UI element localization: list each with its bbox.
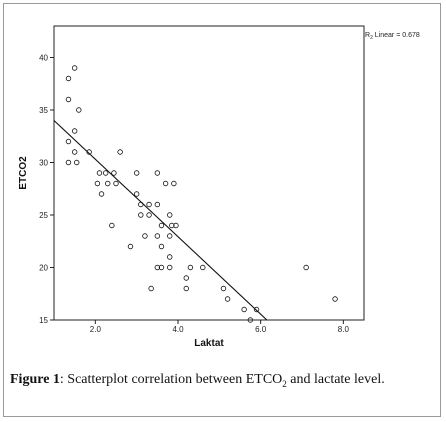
data-point	[332, 296, 338, 302]
y-tick-label: 35	[39, 106, 48, 115]
data-point	[74, 159, 80, 166]
data-point	[133, 191, 140, 197]
data-point	[148, 285, 154, 292]
caption-label: Figure 1	[10, 372, 60, 387]
fit-legend-suffix: Linear = 0.678	[373, 32, 420, 39]
data-point	[71, 128, 78, 134]
data-point	[162, 180, 169, 187]
caption-text-before: : Scatterplot correlation between ETCO	[59, 372, 283, 387]
y-axis-title: ETCO2	[18, 156, 29, 190]
fit-legend: R2 Linear = 0.678	[365, 32, 420, 41]
data-point	[96, 170, 103, 176]
data-point	[65, 96, 72, 103]
data-point	[146, 212, 152, 218]
data-point	[167, 264, 173, 271]
data-point	[241, 306, 247, 313]
x-tick-label: 2.0	[90, 325, 102, 334]
data-point	[154, 201, 161, 208]
fit-line	[53, 120, 268, 321]
data-point	[71, 149, 78, 155]
data-point	[65, 75, 72, 82]
x-tick-label: 8.0	[338, 325, 350, 334]
data-points	[65, 65, 338, 323]
data-point	[183, 275, 189, 281]
data-point	[127, 243, 134, 250]
x-tick-label: 4.0	[172, 325, 184, 334]
y-axis-ticks: 15 20 25 30 35 40	[39, 54, 54, 325]
data-point	[167, 254, 173, 260]
data-point	[167, 233, 173, 239]
y-tick-label: 20	[39, 264, 48, 273]
caption-text-after: and lactate level.	[286, 372, 385, 387]
data-point	[142, 233, 148, 239]
caption-subscript: 2	[282, 378, 287, 389]
data-point	[76, 107, 82, 113]
y-tick-label: 25	[39, 211, 48, 220]
data-point	[71, 65, 78, 71]
x-tick-label: 6.0	[255, 325, 267, 334]
data-point	[109, 222, 115, 229]
data-point	[169, 222, 175, 229]
data-point	[133, 170, 140, 176]
data-point	[183, 285, 189, 292]
data-point	[158, 264, 165, 271]
data-point	[158, 222, 165, 229]
data-point	[167, 212, 173, 218]
data-point	[105, 180, 111, 187]
axes	[53, 25, 365, 321]
data-point	[224, 296, 231, 302]
data-point	[200, 264, 206, 271]
data-point	[158, 243, 165, 250]
data-point	[138, 212, 144, 218]
data-point	[117, 149, 123, 155]
data-point	[253, 306, 260, 313]
plot-area	[53, 25, 365, 321]
figure-frame	[3, 3, 441, 417]
data-point	[94, 180, 101, 187]
data-point	[154, 170, 161, 176]
data-point	[65, 159, 72, 166]
data-point	[146, 201, 152, 208]
data-point	[65, 138, 72, 145]
data-point	[98, 191, 105, 197]
fit-legend-prefix: R	[365, 32, 370, 39]
y-tick-label: 40	[39, 54, 48, 63]
data-point	[303, 264, 309, 271]
data-point	[102, 170, 109, 176]
data-point	[154, 264, 161, 271]
data-point	[173, 222, 179, 229]
data-point	[154, 233, 161, 239]
fit-line-group	[53, 120, 268, 321]
data-point	[220, 285, 227, 292]
y-tick-label: 30	[39, 159, 48, 168]
data-point	[111, 170, 117, 176]
data-point	[171, 180, 177, 187]
data-point	[113, 180, 119, 187]
data-point	[187, 264, 194, 271]
x-axis-title: Laktat	[194, 338, 224, 349]
y-tick-label: 15	[39, 316, 48, 325]
figure-caption: Figure 1: Scatterplot correlation betwee…	[10, 372, 436, 389]
fit-legend-sub: 2	[370, 35, 373, 41]
x-axis-ticks: 2.0 4.0 6.0 8.0	[90, 320, 350, 334]
data-point	[247, 317, 254, 323]
